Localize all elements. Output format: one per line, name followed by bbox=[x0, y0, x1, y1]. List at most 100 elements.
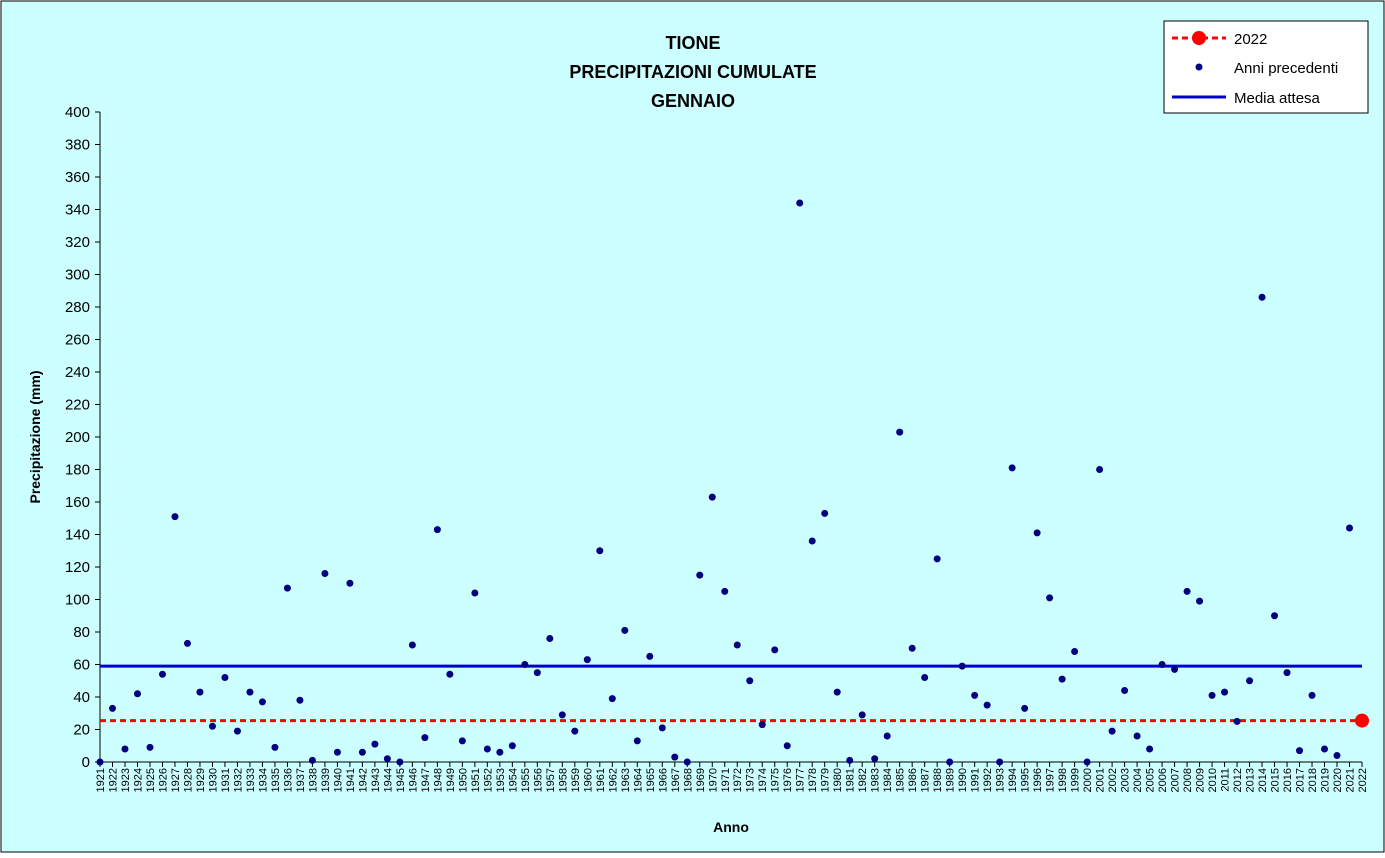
x-tick-label: 1948 bbox=[432, 768, 444, 792]
data-point-2008 bbox=[1183, 587, 1191, 595]
data-point-1925 bbox=[146, 743, 154, 751]
x-tick-label: 2013 bbox=[1245, 768, 1257, 792]
data-point-2015 bbox=[1271, 612, 1279, 620]
x-tick-label: 1986 bbox=[907, 768, 919, 792]
data-point-1972 bbox=[733, 641, 741, 649]
data-point-1954 bbox=[508, 742, 516, 750]
data-point-1998 bbox=[1058, 675, 1066, 683]
data-point-2007 bbox=[1171, 665, 1179, 673]
y-tick-label: 140 bbox=[65, 527, 90, 544]
data-point-1921 bbox=[96, 758, 104, 766]
x-tick-label: 1945 bbox=[395, 768, 407, 792]
data-point-1951 bbox=[471, 589, 479, 597]
data-point-2009 bbox=[1196, 597, 1204, 605]
x-tick-label: 1980 bbox=[832, 768, 844, 792]
data-point-1964 bbox=[633, 737, 641, 745]
x-tick-label: 1937 bbox=[295, 768, 307, 792]
x-tick-label: 1952 bbox=[482, 768, 494, 792]
x-tick-label: 1970 bbox=[707, 768, 719, 792]
x-tick-label: 2006 bbox=[1157, 768, 1169, 792]
y-tick-label: 380 bbox=[65, 137, 90, 154]
x-tick-label: 1999 bbox=[1070, 768, 1082, 792]
data-point-2019 bbox=[1321, 745, 1329, 753]
data-point-1981 bbox=[846, 756, 854, 764]
data-point-1967 bbox=[671, 753, 679, 761]
data-point-1944 bbox=[383, 755, 391, 763]
x-tick-label: 2005 bbox=[1145, 768, 1157, 792]
data-point-2020 bbox=[1333, 752, 1341, 759]
x-tick-label: 1973 bbox=[745, 768, 757, 792]
legend-2022-label: 2022 bbox=[1234, 31, 1267, 48]
y-axis-label: Precipitazione (mm) bbox=[27, 370, 43, 503]
y-tick-label: 240 bbox=[65, 364, 90, 381]
data-point-1923 bbox=[121, 745, 129, 753]
data-point-1924 bbox=[133, 690, 141, 698]
x-tick-label: 1949 bbox=[445, 768, 457, 792]
data-point-1959 bbox=[571, 727, 579, 735]
y-tick-label: 200 bbox=[65, 429, 90, 446]
legend-2022-marker bbox=[1192, 31, 1206, 45]
data-point-1958 bbox=[558, 711, 566, 719]
x-tick-label: 1983 bbox=[870, 768, 882, 792]
data-point-2012 bbox=[1233, 717, 1241, 725]
x-tick-label: 2019 bbox=[1320, 768, 1332, 792]
x-tick-label: 2002 bbox=[1107, 768, 1119, 792]
data-point-1930 bbox=[208, 722, 216, 730]
data-point-1933 bbox=[246, 688, 254, 696]
x-tick-label: 2022 bbox=[1357, 768, 1369, 792]
x-tick-label: 1933 bbox=[245, 768, 257, 792]
data-point-1977 bbox=[796, 199, 804, 207]
data-point-2000 bbox=[1083, 758, 1091, 766]
data-point-2010 bbox=[1208, 691, 1216, 699]
y-tick-label: 360 bbox=[65, 169, 90, 186]
x-tick-label: 1931 bbox=[220, 768, 232, 792]
x-tick-label: 2010 bbox=[1207, 768, 1219, 792]
x-tick-label: 2009 bbox=[1195, 768, 1207, 792]
x-tick-label: 1946 bbox=[407, 768, 419, 792]
x-tick-label: 2021 bbox=[1345, 768, 1357, 792]
x-tick-label: 1929 bbox=[195, 768, 207, 792]
x-tick-label: 1971 bbox=[720, 768, 732, 792]
x-tick-label: 1992 bbox=[982, 768, 994, 792]
data-point-1974 bbox=[758, 721, 766, 729]
x-tick-label: 1939 bbox=[320, 768, 332, 792]
data-point-1948 bbox=[433, 526, 441, 534]
x-tick-label: 2011 bbox=[1220, 768, 1232, 792]
legend-mean-label: Media attesa bbox=[1234, 90, 1321, 107]
x-tick-label: 1936 bbox=[282, 768, 294, 792]
y-tick-label: 40 bbox=[73, 689, 90, 706]
x-tick-label: 1957 bbox=[545, 768, 557, 792]
x-tick-label: 1984 bbox=[882, 768, 894, 792]
data-point-1960 bbox=[583, 656, 591, 664]
data-point-1980 bbox=[833, 688, 841, 696]
data-point-1931 bbox=[221, 674, 229, 681]
data-point-2002 bbox=[1108, 727, 1116, 735]
x-tick-label: 1954 bbox=[507, 768, 519, 792]
data-point-1979 bbox=[821, 509, 829, 517]
data-points bbox=[96, 199, 1369, 766]
data-point-1935 bbox=[271, 743, 279, 751]
data-point-1994 bbox=[1008, 464, 1016, 472]
data-point-1932 bbox=[233, 727, 241, 735]
legend: 2022 Anni precedenti Media attesa bbox=[1163, 20, 1369, 114]
x-tick-label: 1993 bbox=[995, 768, 1007, 792]
data-point-1973 bbox=[746, 677, 754, 685]
x-tick-label: 1988 bbox=[932, 768, 944, 792]
x-tick-label: 2016 bbox=[1282, 768, 1294, 792]
data-point-2004 bbox=[1133, 732, 1141, 740]
data-point-1938 bbox=[308, 756, 316, 764]
data-point-1943 bbox=[371, 740, 379, 748]
x-tick-label: 1930 bbox=[207, 768, 219, 792]
data-point-1985 bbox=[896, 428, 904, 436]
data-point-2001 bbox=[1096, 466, 1104, 473]
data-point-2016 bbox=[1283, 669, 1291, 677]
x-tick-label: 1943 bbox=[370, 768, 382, 792]
x-tick-label: 1927 bbox=[170, 768, 182, 792]
data-point-2014 bbox=[1258, 293, 1266, 301]
x-tick-label: 1938 bbox=[307, 768, 319, 792]
y-tick-label: 220 bbox=[65, 397, 90, 414]
data-point-1965 bbox=[646, 652, 654, 660]
data-point-1976 bbox=[783, 742, 791, 750]
data-point-1986 bbox=[908, 644, 916, 652]
